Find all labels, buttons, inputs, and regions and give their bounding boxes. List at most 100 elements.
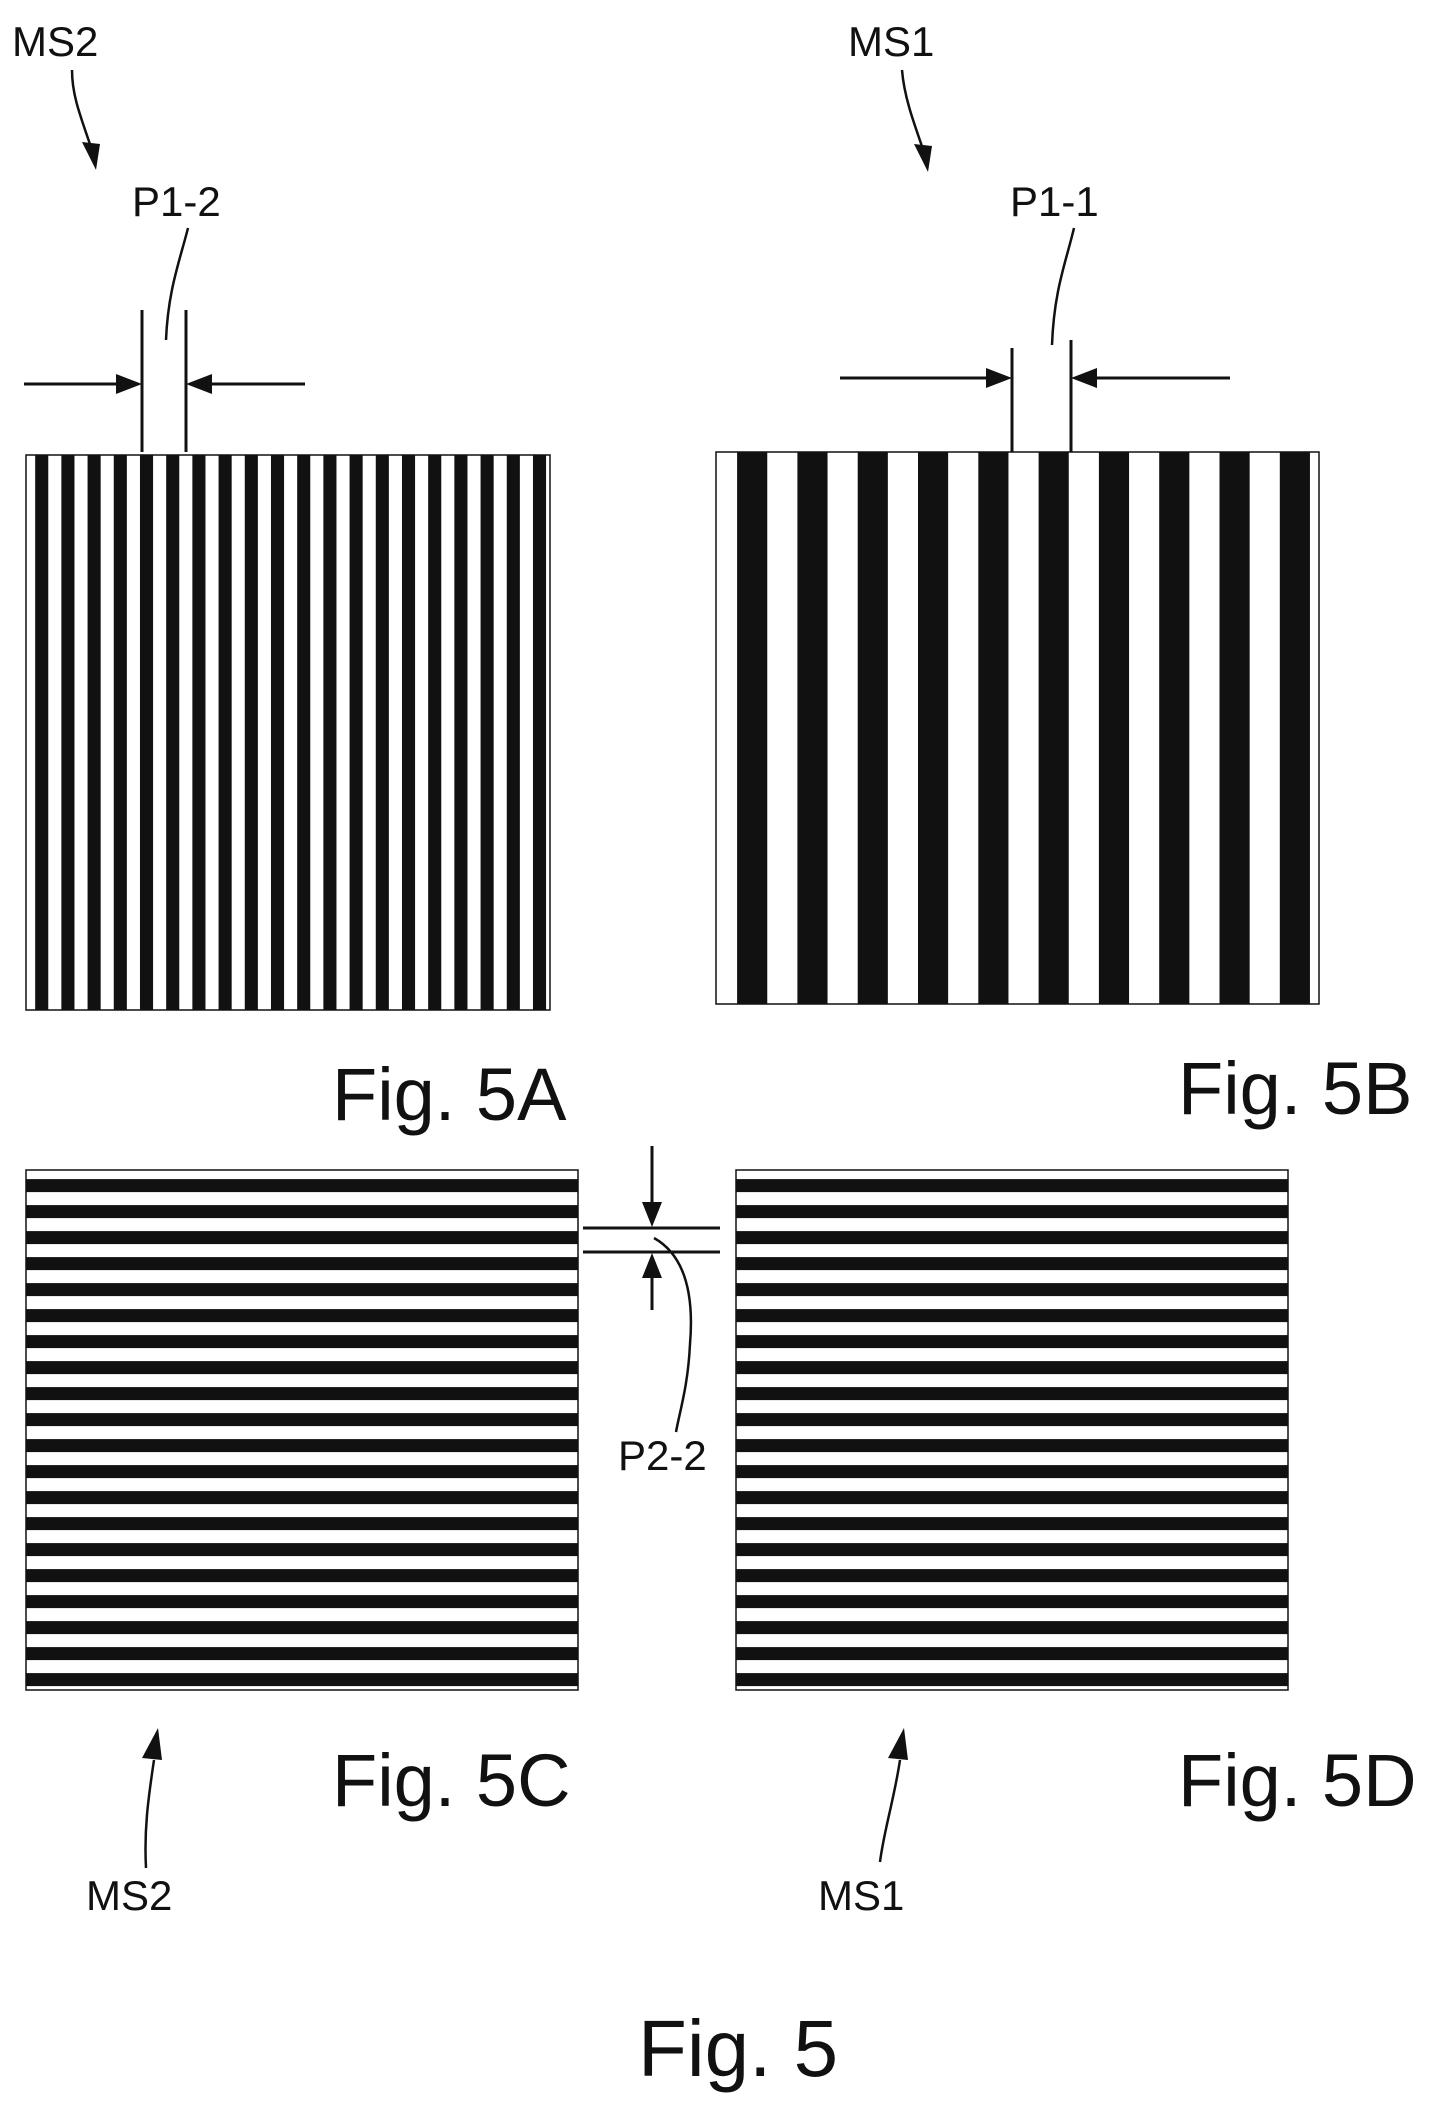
grating-stripe — [736, 1621, 1288, 1634]
grating-stripe — [1280, 452, 1310, 1004]
grating-stripe — [736, 1413, 1288, 1426]
grating-stripe — [114, 455, 127, 1010]
grating-stripe — [26, 1595, 578, 1608]
mask-label-ms1-bottom: MS1 — [818, 1872, 904, 1919]
mask-leader-ms2-bottom — [145, 1760, 154, 1868]
grating-stripe — [454, 455, 467, 1010]
grating-stripe — [736, 1387, 1288, 1400]
mask-leader-ms1-top — [902, 70, 924, 152]
grating-stripe — [736, 1439, 1288, 1452]
grating-stripe — [507, 455, 520, 1010]
arrow-icon — [142, 1728, 162, 1760]
figure-title: Fig. 5 — [638, 2004, 838, 2093]
grating-stripe — [736, 1543, 1288, 1556]
grating-stripe — [978, 452, 1008, 1004]
grating-stripe — [376, 455, 389, 1010]
pitch-marker-p2-2: P2-2 — [583, 1146, 720, 1479]
grating-stripe — [26, 1413, 578, 1426]
grating-stripe — [140, 455, 153, 1010]
grating-stripe — [736, 1595, 1288, 1608]
grating-stripe — [736, 1179, 1288, 1192]
panel-5b: MS1 P1-1 Fig. 5B — [716, 18, 1412, 1130]
caption-5d: Fig. 5D — [1178, 1739, 1417, 1822]
grating-stripe — [736, 1283, 1288, 1296]
grating-stripe — [219, 455, 232, 1010]
arrow-icon — [642, 1202, 662, 1227]
grating-stripe — [61, 455, 74, 1010]
caption-5b: Fig. 5B — [1178, 1047, 1412, 1130]
panel-5d: MS1 Fig. 5D — [736, 1170, 1417, 1919]
mask-leader-ms2-top — [72, 70, 92, 150]
pitch-leader-p2-2 — [654, 1238, 691, 1432]
arrow-icon — [82, 142, 100, 170]
grating-stripe — [26, 1231, 578, 1244]
grating-stripe — [245, 455, 258, 1010]
arrow-icon — [186, 374, 212, 394]
arrow-icon — [116, 374, 142, 394]
grating-stripe — [35, 455, 48, 1010]
panel-5c: MS2 Fig. 5C — [26, 1170, 578, 1919]
grating-stripe — [26, 1387, 578, 1400]
grating-stripe — [26, 1621, 578, 1634]
mask-leader-ms1-bottom — [880, 1760, 900, 1862]
grating-stripe — [737, 452, 767, 1004]
grating-stripe — [26, 1257, 578, 1270]
grating-stripe — [533, 455, 546, 1010]
grating-stripe — [858, 452, 888, 1004]
grating-stripe — [88, 455, 101, 1010]
grating-stripe — [323, 455, 336, 1010]
grating-stripe — [1039, 452, 1069, 1004]
grating-stripe — [918, 452, 948, 1004]
grating-stripe — [26, 1491, 578, 1504]
arrow-icon — [1071, 368, 1097, 388]
mask-label-ms2-top: MS2 — [12, 18, 98, 65]
grating-stripe — [26, 1569, 578, 1582]
grating-stripe — [1220, 452, 1250, 1004]
grating-stripe — [736, 1231, 1288, 1244]
pitch-label-p1-1: P1-1 — [1010, 178, 1099, 225]
grating-stripe — [271, 455, 284, 1010]
grating-frame-5c — [26, 1170, 578, 1690]
grating-stripe — [350, 455, 363, 1010]
grating-stripe — [736, 1309, 1288, 1322]
grating-stripe — [297, 455, 310, 1010]
grating-stripe — [736, 1673, 1288, 1686]
grating-stripe — [736, 1491, 1288, 1504]
grating-stripe — [736, 1257, 1288, 1270]
grating-stripe — [481, 455, 494, 1010]
grating-stripe — [736, 1465, 1288, 1478]
grating-stripe — [26, 1673, 578, 1686]
arrow-icon — [986, 368, 1012, 388]
grating-stripe — [736, 1569, 1288, 1582]
grating-stripe — [26, 1465, 578, 1478]
panel-5a: MS2 P1-2 Fig. 5A — [12, 18, 567, 1136]
grating-stripe — [26, 1205, 578, 1218]
grating-frame-5a — [26, 455, 550, 1010]
grating-stripe — [736, 1205, 1288, 1218]
pitch-label-p1-2: P1-2 — [132, 178, 221, 225]
caption-5c: Fig. 5C — [332, 1739, 571, 1822]
mask-label-ms2-bottom: MS2 — [86, 1872, 172, 1919]
pitch-label-p2-2: P2-2 — [618, 1432, 707, 1479]
grating-frame-5d — [736, 1170, 1288, 1690]
grating-stripe — [402, 455, 415, 1010]
grating-stripe — [26, 1283, 578, 1296]
grating-stripe — [26, 1309, 578, 1322]
grating-stripe — [736, 1647, 1288, 1660]
pitch-leader-p1-1 — [1052, 228, 1074, 345]
grating-stripe — [797, 452, 827, 1004]
arrow-icon — [888, 1728, 908, 1760]
grating-stripe — [166, 455, 179, 1010]
grating-stripe — [192, 455, 205, 1010]
mask-label-ms1-top: MS1 — [848, 18, 934, 65]
grating-stripe — [736, 1517, 1288, 1530]
grating-stripe — [26, 1179, 578, 1192]
grating-stripe — [26, 1361, 578, 1374]
grating-stripe — [26, 1439, 578, 1452]
grating-stripe — [26, 1335, 578, 1348]
grating-stripe — [736, 1361, 1288, 1374]
grating-stripe — [1159, 452, 1189, 1004]
grating-stripe — [26, 1647, 578, 1660]
caption-5a: Fig. 5A — [332, 1053, 567, 1136]
